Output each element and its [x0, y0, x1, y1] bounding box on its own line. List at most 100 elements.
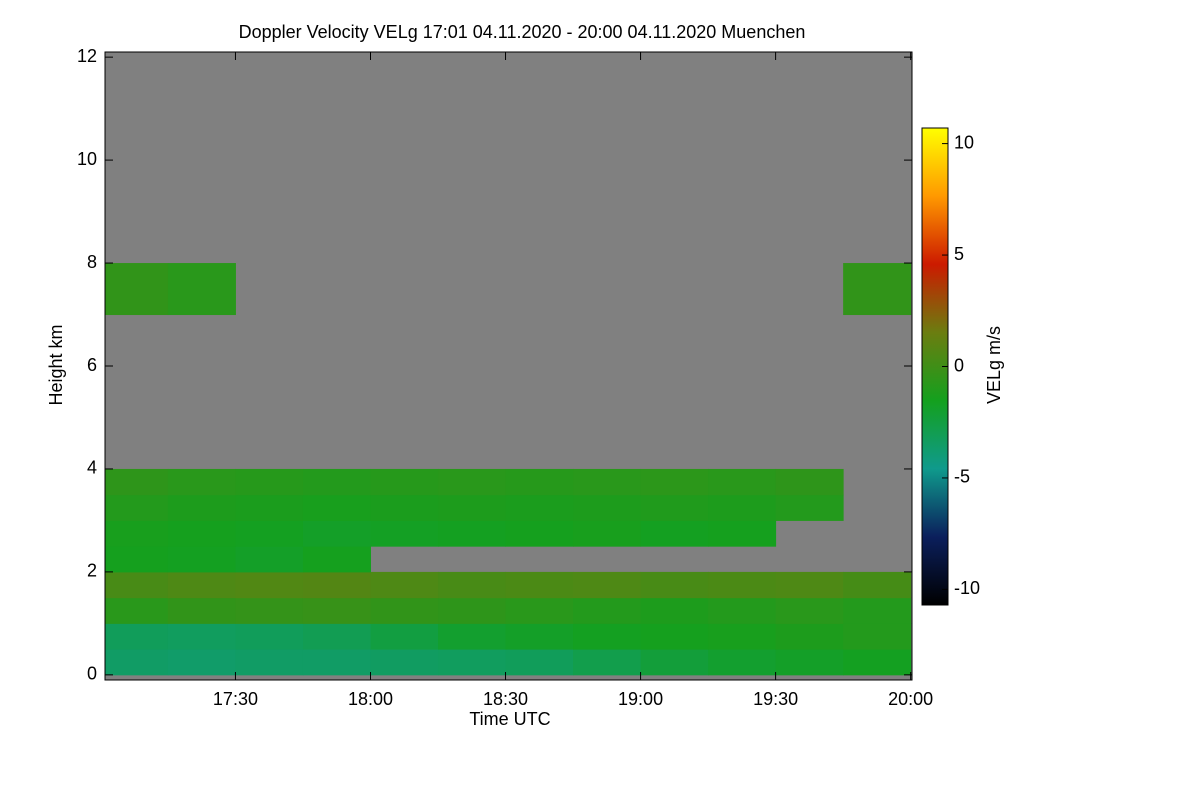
heatmap-cell	[438, 520, 507, 547]
heatmap-cell	[775, 623, 844, 650]
heatmap-cell	[438, 468, 507, 496]
heatmap-cell	[167, 546, 236, 573]
heatmap-cell	[370, 494, 439, 521]
heatmap	[105, 263, 912, 676]
heatmap-cell	[573, 468, 642, 496]
heatmap-cell	[640, 571, 709, 599]
heatmap-cell	[167, 649, 236, 676]
heatmap-cell	[235, 468, 304, 496]
y-tick-label: 8	[87, 252, 97, 272]
heatmap-cell	[573, 597, 642, 624]
heatmap-cell	[775, 597, 844, 624]
heatmap-cell	[573, 494, 642, 521]
heatmap-cell	[302, 546, 371, 573]
heatmap-cell	[708, 597, 777, 624]
heatmap-cell	[235, 649, 304, 676]
x-tick-label: 18:30	[483, 689, 528, 709]
heatmap-cell	[505, 468, 574, 496]
heatmap-cell	[505, 649, 574, 676]
heatmap-cell	[105, 546, 169, 573]
colorbar-tick-label: 5	[954, 244, 964, 264]
x-tick-label: 19:00	[618, 689, 663, 709]
heatmap-cell	[235, 494, 304, 521]
heatmap-cell	[843, 597, 912, 624]
heatmap-cell	[573, 520, 642, 547]
heatmap-cell	[302, 649, 371, 676]
y-tick-label: 6	[87, 355, 97, 375]
heatmap-cell	[708, 571, 777, 599]
y-tick-label: 12	[77, 46, 97, 66]
heatmap-cell	[167, 597, 236, 624]
heatmap-cell	[370, 623, 439, 650]
heatmap-cell	[843, 649, 912, 676]
heatmap-cell	[235, 597, 304, 624]
y-tick-label: 0	[87, 664, 97, 684]
heatmap-cell	[640, 649, 709, 676]
heatmap-cell	[105, 623, 169, 650]
heatmap-cell	[167, 494, 236, 521]
heatmap-cell	[775, 494, 844, 521]
heatmap-cell	[505, 623, 574, 650]
heatmap-cell	[708, 623, 777, 650]
x-tick-label: 18:00	[348, 689, 393, 709]
heatmap-cell	[167, 263, 236, 316]
heatmap-cell	[640, 494, 709, 521]
heatmap-cell	[438, 649, 507, 676]
heatmap-cell	[438, 494, 507, 521]
heatmap-cell	[843, 263, 912, 316]
heatmap-cell	[775, 571, 844, 599]
chart-title: Doppler Velocity VELg 17:01 04.11.2020 -…	[239, 22, 806, 42]
heatmap-cell	[505, 571, 574, 599]
heatmap-cell	[843, 623, 912, 650]
heatmap-cell	[640, 597, 709, 624]
heatmap-cell	[167, 468, 236, 496]
colorbar-tick-label: -5	[954, 467, 970, 487]
heatmap-cell	[302, 597, 371, 624]
heatmap-cell	[370, 597, 439, 624]
heatmap-cell	[438, 571, 507, 599]
heatmap-cell	[302, 520, 371, 547]
heatmap-cell	[775, 649, 844, 676]
y-axis-label: Height km	[46, 324, 66, 405]
heatmap-cell	[640, 520, 709, 547]
heatmap-cell	[708, 649, 777, 676]
heatmap-cell	[105, 649, 169, 676]
heatmap-cell	[105, 263, 169, 316]
heatmap-cell	[775, 468, 844, 496]
heatmap-cell	[105, 597, 169, 624]
heatmap-cell	[370, 468, 439, 496]
heatmap-cell	[370, 571, 439, 599]
heatmap-cell	[640, 468, 709, 496]
heatmap-cell	[370, 520, 439, 547]
colorbar-label: VELg m/s	[984, 326, 1004, 404]
heatmap-cell	[302, 494, 371, 521]
heatmap-cell	[573, 649, 642, 676]
heatmap-cell	[235, 571, 304, 599]
heatmap-cell	[505, 520, 574, 547]
heatmap-cell	[505, 597, 574, 624]
heatmap-cell	[505, 494, 574, 521]
heatmap-cell	[370, 649, 439, 676]
colorbar-tick-label: -10	[954, 578, 980, 598]
heatmap-cell	[235, 623, 304, 650]
heatmap-cell	[708, 468, 777, 496]
x-tick-label: 19:30	[753, 689, 798, 709]
heatmap-cell	[105, 571, 169, 599]
x-tick-label: 20:00	[888, 689, 933, 709]
heatmap-cell	[302, 571, 371, 599]
heatmap-cell	[105, 494, 169, 521]
colorbar-tick-label: 10	[954, 132, 974, 152]
heatmap-cell	[708, 520, 777, 547]
heatmap-cell	[105, 468, 169, 496]
heatmap-cell	[438, 597, 507, 624]
heatmap-cell	[573, 571, 642, 599]
colorbar-tick-label: 0	[954, 355, 964, 375]
heatmap-cell	[843, 571, 912, 599]
x-axis-label: Time UTC	[469, 709, 550, 729]
x-tick-label: 17:30	[213, 689, 258, 709]
heatmap-cell	[640, 623, 709, 650]
heatmap-cell	[302, 623, 371, 650]
heatmap-cell	[167, 623, 236, 650]
heatmap-cell	[167, 520, 236, 547]
heatmap-cell	[573, 623, 642, 650]
